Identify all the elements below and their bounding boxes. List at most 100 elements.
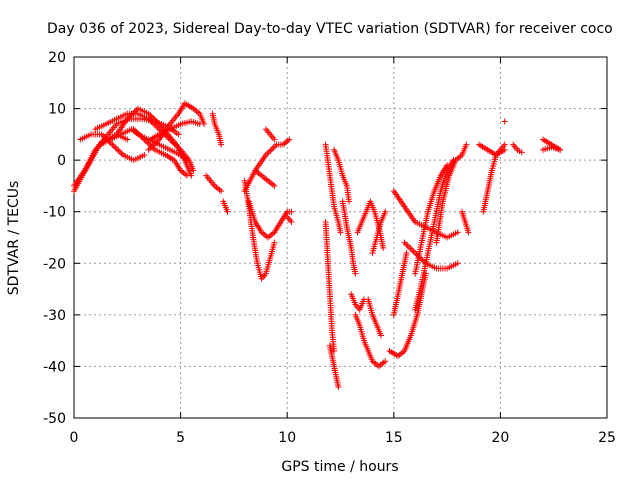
data-point <box>175 131 182 138</box>
y-tick-label: 20 <box>48 50 66 66</box>
data-point <box>401 239 408 246</box>
data-point <box>272 143 279 150</box>
data-point <box>501 118 508 125</box>
x-tick-label: 5 <box>176 430 185 446</box>
x-axis-label: GPS time / hours <box>281 459 398 475</box>
data-point <box>270 144 277 151</box>
satellite-arc <box>501 118 508 125</box>
satellite-arc <box>412 162 451 277</box>
data-point <box>444 162 451 169</box>
satellite-arc <box>220 198 231 215</box>
y-axis-label: SDTVAR / TECUs <box>6 181 22 296</box>
data-point <box>116 149 123 156</box>
data-point <box>454 229 461 236</box>
data-point <box>404 242 411 249</box>
data-point <box>331 347 338 354</box>
data-point <box>109 141 116 148</box>
y-tick-label: 10 <box>48 102 66 118</box>
y-tick-label: -40 <box>43 359 66 375</box>
data-point <box>113 146 120 153</box>
data-point <box>380 244 387 251</box>
data-points <box>71 100 564 391</box>
data-point <box>268 146 275 153</box>
data-point <box>218 188 225 195</box>
satellite-arc <box>322 219 338 354</box>
data-point <box>403 249 410 256</box>
data-point <box>218 141 225 148</box>
data-point <box>271 136 278 143</box>
satellite-arc <box>130 126 190 179</box>
satellite-arc <box>262 126 278 143</box>
data-point <box>402 241 409 248</box>
satellite-arc <box>352 311 389 370</box>
satellite-arc <box>365 296 385 339</box>
data-point <box>112 144 119 151</box>
satellite-arc <box>252 167 278 189</box>
data-point <box>141 151 148 158</box>
data-point <box>465 229 472 236</box>
satellite-arc <box>326 342 342 391</box>
satellite-arc <box>433 141 470 246</box>
satellite-arc <box>331 146 353 205</box>
data-point <box>110 143 117 150</box>
data-point <box>264 150 271 157</box>
satellite-arc <box>77 131 148 164</box>
data-point <box>378 332 385 339</box>
y-tick-label: -50 <box>43 411 66 427</box>
data-point <box>501 141 508 148</box>
data-point <box>335 384 342 391</box>
y-tick-label: -20 <box>43 256 66 272</box>
satellite-arc <box>510 141 525 156</box>
data-point <box>224 208 231 215</box>
satellite-arc <box>241 136 293 195</box>
data-point <box>346 198 353 205</box>
data-point <box>288 219 295 226</box>
x-tick-label: 25 <box>598 430 616 446</box>
data-point <box>406 244 413 251</box>
data-point <box>124 136 131 143</box>
satellite-arc <box>339 198 359 277</box>
data-point <box>501 146 508 153</box>
x-tick-label: 10 <box>278 430 296 446</box>
data-point <box>337 229 344 236</box>
data-point <box>115 147 122 154</box>
satellite-arc <box>369 208 389 256</box>
grid <box>74 57 607 418</box>
data-point <box>454 260 461 267</box>
satellite-arc <box>322 141 344 236</box>
data-point <box>407 245 414 252</box>
data-point <box>412 249 419 256</box>
x-tick-label: 0 <box>70 430 79 446</box>
data-point <box>382 208 389 215</box>
satellite-arc <box>147 118 203 143</box>
data-point <box>518 149 525 156</box>
chart-title: Day 036 of 2023, Sidereal Day-to-day VTE… <box>47 21 613 37</box>
data-point <box>183 172 190 179</box>
satellite-arc <box>476 141 508 158</box>
data-point <box>352 270 359 277</box>
data-point <box>196 121 203 128</box>
satellite-arc <box>203 172 225 195</box>
data-point <box>265 149 272 156</box>
satellite-arc <box>284 213 295 226</box>
satellite-arc <box>209 110 225 148</box>
plot-frame <box>73 56 608 419</box>
x-tick-label: 20 <box>491 430 509 446</box>
satellite-arc <box>459 208 472 236</box>
data-point <box>271 239 278 246</box>
data-point <box>463 141 470 148</box>
data-point <box>267 147 274 154</box>
data-point <box>557 146 564 153</box>
data-point <box>410 248 417 255</box>
satellite-arc <box>348 291 367 313</box>
data-point <box>409 247 416 254</box>
data-point <box>286 136 293 143</box>
y-tick-label: -30 <box>43 308 66 324</box>
satellite-arc <box>390 249 410 318</box>
data-point <box>190 167 197 174</box>
y-tick-label: 0 <box>57 153 66 169</box>
y-tick-label: -10 <box>43 205 66 221</box>
data-point <box>288 208 295 215</box>
satellite-arc <box>412 157 457 313</box>
